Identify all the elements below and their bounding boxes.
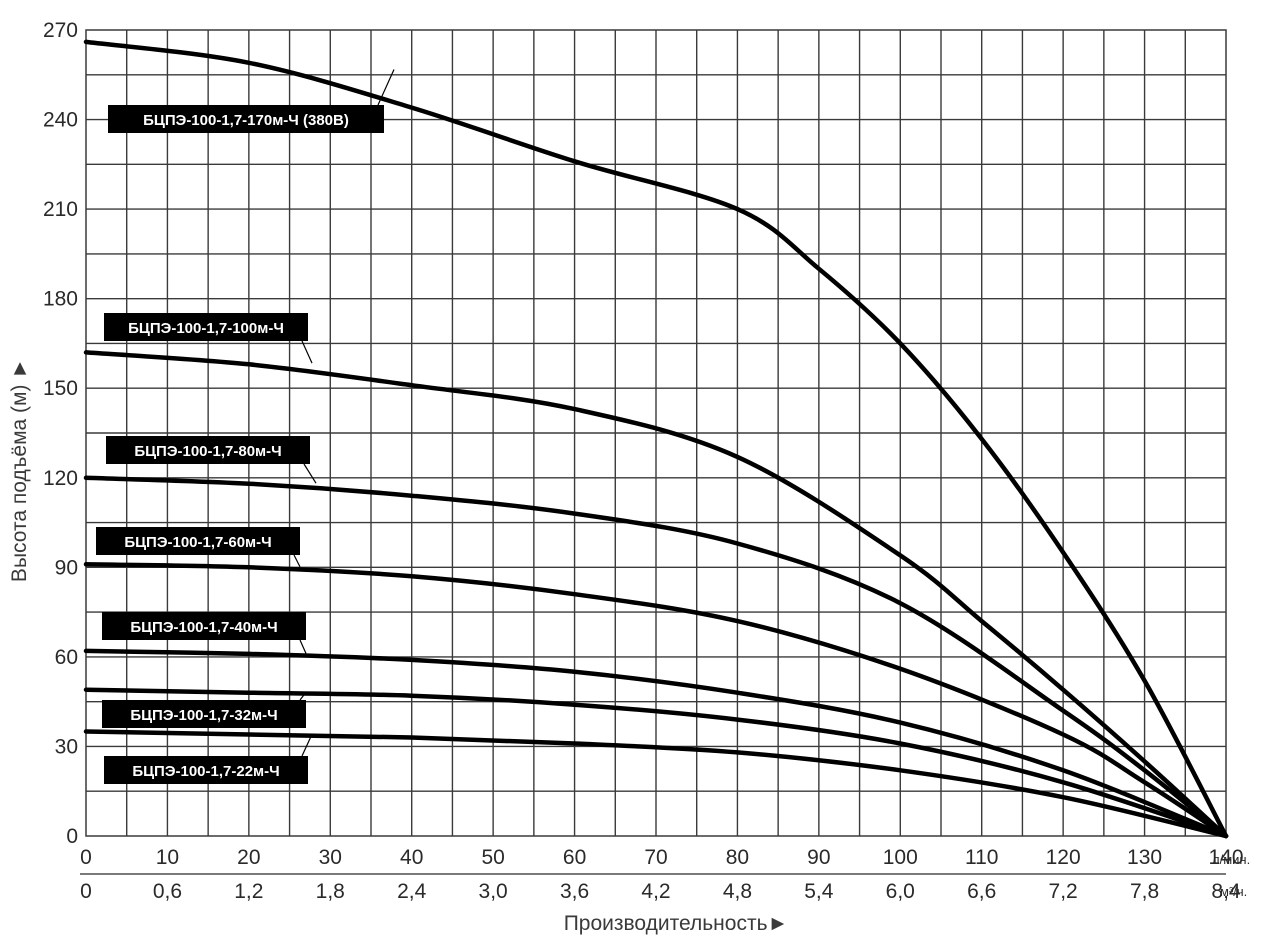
series-label-box: [108, 105, 384, 133]
axis-ticks: 0 30 60 90 120 150 180 210 240 270 0 10 20 30 40 50 60 70…: [43, 19, 1244, 903]
x-tick-label-secondary: 0,6: [153, 880, 182, 903]
y-tick-label: 90: [55, 556, 78, 579]
series-curve: [83, 562, 1229, 839]
x-tick-label-primary: 60: [563, 846, 586, 869]
x-tick-label-secondary: 4,2: [641, 880, 670, 903]
label-leader-line: [301, 340, 313, 364]
series-curve: [83, 648, 1229, 839]
x-axis-arrow-icon: ►: [768, 912, 789, 935]
x-tick-label-secondary: 0: [80, 880, 92, 903]
x-tick-label-secondary: 6,6: [967, 880, 996, 903]
x-tick-label-secondary: 8,4: [1211, 880, 1241, 903]
label-leader-line: [299, 639, 307, 654]
x-tick-label-secondary: 3,0: [479, 880, 508, 903]
label-leader-line: [301, 733, 313, 757]
y-tick-label: 240: [43, 109, 78, 132]
x-tick-label-secondary: 4,8: [723, 880, 752, 903]
series-label: БЦПЭ-100-1,7-40м-Ч: [130, 619, 277, 636]
label-leader-line: [303, 463, 317, 484]
x-tick-label-primary: 110: [965, 846, 998, 869]
series-label: БЦПЭ-100-1,7-170м-Ч (380В): [143, 112, 349, 129]
series-curve: [83, 39, 1229, 839]
series-label-box: [104, 756, 308, 784]
x-tick-label-secondary: 3,6: [560, 880, 589, 903]
y-tick-label: 0: [66, 825, 78, 848]
series-labels: БЦПЭ-100-1,7-170м-Ч (380В) БЦПЭ-100-1,7-1…: [96, 69, 395, 784]
x-tick-label-secondary: 5,4: [804, 880, 834, 903]
series-curve: [83, 729, 1229, 839]
series-label-box: [102, 612, 306, 640]
x-tick-label-primary: 80: [726, 846, 749, 869]
y-tick-label: 270: [43, 19, 78, 42]
x-tick-label-primary: 10: [156, 846, 179, 869]
series-curve: [83, 350, 1229, 839]
x-tick-label-primary: 90: [807, 846, 830, 869]
label-leader-line: [377, 69, 395, 106]
y-axis-arrow-icon: ►: [8, 358, 31, 385]
x-tick-label-primary: 30: [319, 846, 342, 869]
series-label: БЦПЭ-100-1,7-60м-Ч: [124, 534, 271, 551]
y-tick-label: 150: [43, 377, 78, 400]
x-tick-label-secondary: 1,2: [234, 880, 263, 903]
y-tick-label: 60: [55, 646, 78, 669]
y-axis-title: Высота подъёма (м) ►: [8, 358, 31, 582]
y-tick-label: 120: [43, 467, 78, 490]
x-unit-primary: л/мин.: [1212, 852, 1250, 867]
x-unit-secondary: м³/ч.: [1220, 884, 1247, 899]
y-tick-label: 180: [43, 288, 78, 311]
label-leader-line: [299, 691, 307, 701]
series-curve: [83, 687, 1229, 839]
x-tick-label-secondary: 7,8: [1130, 880, 1159, 903]
x-tick-label-primary: 70: [644, 846, 667, 869]
series-label-box: [106, 436, 310, 464]
series-label: БЦПЭ-100-1,7-22м-Ч: [132, 763, 279, 780]
x-axis-title: Производительность►: [564, 912, 789, 935]
x-tick-label-secondary: 1,8: [316, 880, 345, 903]
x-tick-label-secondary: 7,2: [1049, 880, 1078, 903]
y-tick-label: 30: [55, 735, 78, 758]
x-tick-label-primary: 130: [1127, 846, 1162, 869]
series-label: БЦПЭ-100-1,7-100м-Ч: [128, 320, 284, 337]
series-curve: [83, 475, 1229, 839]
x-tick-label-primary: 120: [1046, 846, 1081, 869]
x-tick-label-primary: 0: [80, 846, 92, 869]
x-tick-label-secondary: 6,0: [886, 880, 915, 903]
performance-curves: [83, 39, 1229, 839]
series-label-box: [102, 700, 306, 728]
x-tick-label-primary: 50: [481, 846, 504, 869]
x-tick-label-primary: 100: [883, 846, 918, 869]
label-leader-line: [293, 554, 301, 568]
series-label: БЦПЭ-100-1,7-32м-Ч: [130, 707, 277, 724]
series-label-box: [96, 527, 300, 555]
x-tick-label-secondary: 2,4: [397, 880, 427, 903]
x-tick-label-primary: 140: [1208, 846, 1243, 869]
series-label: БЦПЭ-100-1,7-80м-Ч: [134, 443, 281, 460]
x-tick-label-primary: 40: [400, 846, 423, 869]
x-tick-label-primary: 20: [237, 846, 260, 869]
y-tick-label: 210: [43, 198, 78, 221]
series-label-box: [104, 313, 308, 341]
